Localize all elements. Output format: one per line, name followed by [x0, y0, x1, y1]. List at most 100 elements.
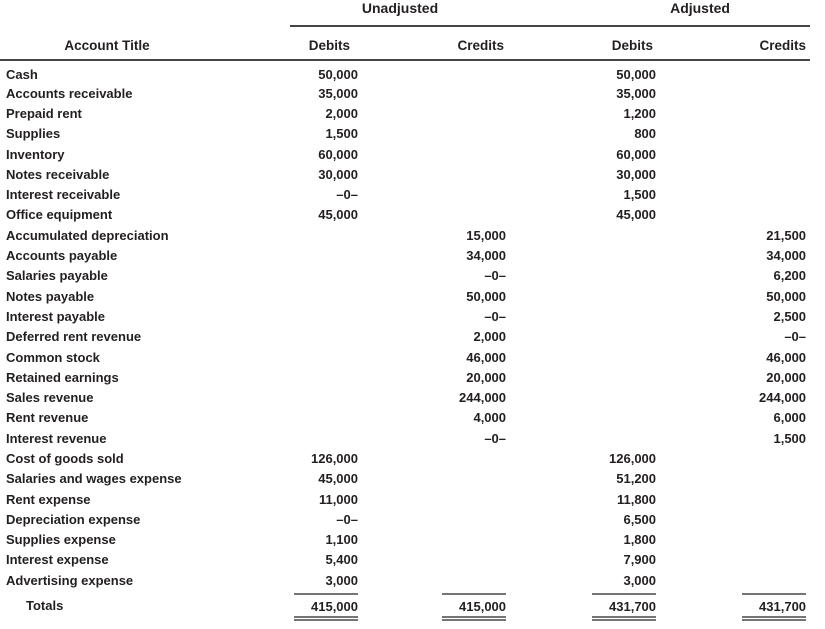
table-row: Cost of goods sold 126,000 126,000 [0, 448, 810, 468]
unadjusted-debit-cell: 1,100 [325, 532, 358, 548]
account-title-cell: Interest expense [6, 552, 109, 568]
adjusted-credit-cell [660, 103, 810, 123]
adjusted-debit-cell: 6,500 [623, 511, 657, 527]
unadjusted-credits-total: 415,000 [442, 593, 507, 622]
account-title-cell: Salaries payable [6, 268, 108, 284]
unadjusted-debit-cell [290, 367, 362, 387]
adjusted-credit-cell [660, 448, 810, 468]
column-group-header-row: Unadjusted Adjusted [0, 0, 811, 27]
account-title-cell: Office equipment [6, 207, 113, 223]
account-title-cell: Supplies expense [6, 532, 116, 548]
account-title-cell: Accumulated depreciation [6, 227, 169, 243]
unadjusted-debits-header: Debits [290, 26, 362, 61]
unadjusted-credit-cell: –0– [484, 268, 507, 284]
adjusted-credit-cell [660, 570, 810, 590]
adjusted-credit-cell [660, 164, 810, 184]
table-row: Interest payable –0– 2,500 [0, 306, 810, 326]
adjusted-credits-total-cell: 431,700 [660, 590, 810, 622]
unadjusted-credit-cell: –0– [484, 308, 507, 324]
adjusted-debit-cell [510, 367, 660, 387]
table-row: Interest receivable –0– 1,500 [0, 184, 810, 204]
unadjusted-debit-cell: 2,000 [325, 105, 358, 121]
unadjusted-debit-cell [290, 306, 362, 326]
unadjusted-debit-cell: –0– [336, 187, 358, 203]
unadjusted-debit-cell: 3,000 [325, 572, 358, 588]
adjusted-debit-cell [510, 327, 660, 347]
adjusted-credit-cell [660, 83, 810, 103]
unadjusted-credit-cell [362, 124, 510, 144]
account-title-cell: Interest receivable [6, 187, 121, 203]
table-row: Accounts payable 34,000 34,000 [0, 245, 810, 265]
adjusted-debit-cell: 35,000 [616, 85, 657, 101]
adjusted-debits-total-cell: 431,700 [510, 590, 660, 622]
adjusted-credit-cell [660, 144, 810, 164]
account-title-cell: Inventory [6, 146, 65, 162]
unadjusted-credit-cell [362, 570, 510, 590]
account-title-cell: Interest revenue [6, 430, 107, 446]
adjusted-credit-cell [660, 550, 810, 570]
table-row: Advertising expense 3,000 3,000 [0, 570, 810, 590]
adjusted-debit-cell [510, 225, 660, 245]
unadjusted-debit-cell: 60,000 [318, 146, 358, 162]
adjusted-credit-cell: 20,000 [766, 369, 807, 385]
unadjusted-credit-cell [362, 448, 510, 468]
adjusted-credit-cell: 50,000 [766, 288, 807, 304]
unadjusted-debit-cell: –0– [336, 511, 358, 527]
adjusted-group-header: Adjusted [510, 0, 811, 27]
unadjusted-credit-cell: 34,000 [466, 248, 507, 264]
spanner-spacer [0, 0, 290, 26]
adjusted-debit-cell [510, 306, 660, 326]
table-row: Supplies expense 1,100 1,800 [0, 530, 810, 550]
adjusted-debit-cell: 30,000 [616, 166, 657, 182]
adjusted-debit-cell: 126,000 [609, 450, 657, 466]
unadjusted-debit-cell [290, 408, 362, 428]
account-title-cell: Interest payable [6, 308, 105, 324]
table-row: Notes receivable 30,000 30,000 [0, 164, 810, 184]
unadjusted-credit-cell: 50,000 [466, 288, 507, 304]
table-row: Inventory 60,000 60,000 [0, 144, 810, 164]
unadjusted-debit-cell: 50,000 [318, 67, 358, 82]
unadjusted-debit-cell: 126,000 [311, 450, 358, 466]
unadjusted-credit-cell [362, 144, 510, 164]
unadjusted-debit-cell [290, 266, 362, 286]
adjusted-credit-cell: 34,000 [766, 248, 807, 264]
account-title-cell: Accounts receivable [6, 85, 133, 101]
adjusted-credit-cell: 6,200 [773, 268, 807, 284]
totals-row: Totals 415,000 415,000 431,700 431,700 [0, 590, 810, 622]
table-row: Prepaid rent 2,000 1,200 [0, 103, 810, 123]
account-title-header: Account Title [0, 26, 290, 61]
unadjusted-debit-cell: 45,000 [318, 207, 358, 223]
table-row: Notes payable 50,000 50,000 [0, 286, 810, 306]
unadjusted-debit-cell [290, 225, 362, 245]
adjusted-credit-cell [660, 184, 810, 204]
unadjusted-debit-cell [290, 387, 362, 407]
account-title-cell: Depreciation expense [6, 511, 141, 527]
unadjusted-credit-cell [362, 489, 510, 509]
adjusted-credit-cell: 6,000 [773, 410, 807, 426]
adjusted-credit-cell: –0– [784, 329, 807, 345]
adjusted-credit-cell: 1,500 [773, 430, 807, 446]
unadjusted-debit-cell: 45,000 [318, 471, 358, 487]
account-title-cell: Prepaid rent [6, 105, 82, 121]
adjusted-debit-cell: 800 [634, 126, 657, 142]
table-row: Rent expense 11,000 11,800 [0, 489, 810, 509]
unadjusted-debit-cell [290, 428, 362, 448]
table-row: Accumulated depreciation 15,000 21,500 [0, 225, 810, 245]
unadjusted-credits-total-cell: 415,000 [362, 590, 510, 622]
adjusted-debit-cell [510, 408, 660, 428]
table-row: Interest revenue –0– 1,500 [0, 428, 810, 448]
adjusted-credit-cell [660, 60, 810, 83]
unadjusted-debit-cell [290, 286, 362, 306]
unadjusted-credit-cell [362, 530, 510, 550]
unadjusted-group-header: Unadjusted [290, 0, 511, 27]
table-row: Common stock 46,000 46,000 [0, 347, 810, 367]
adjusted-credits-total: 431,700 [742, 593, 807, 622]
account-title-cell: Deferred rent revenue [6, 329, 142, 345]
unadjusted-credit-cell [362, 184, 510, 204]
adjusted-debit-cell: 3,000 [623, 572, 657, 588]
unadjusted-debits-total: 415,000 [294, 593, 358, 622]
table-row: Deferred rent revenue 2,000 –0– [0, 327, 810, 347]
account-title-cell: Common stock [6, 349, 100, 365]
table-row: Sales revenue 244,000 244,000 [0, 387, 810, 407]
table-body: Cash 50,000 50,000 Accounts receivable 35,00… [0, 60, 810, 590]
